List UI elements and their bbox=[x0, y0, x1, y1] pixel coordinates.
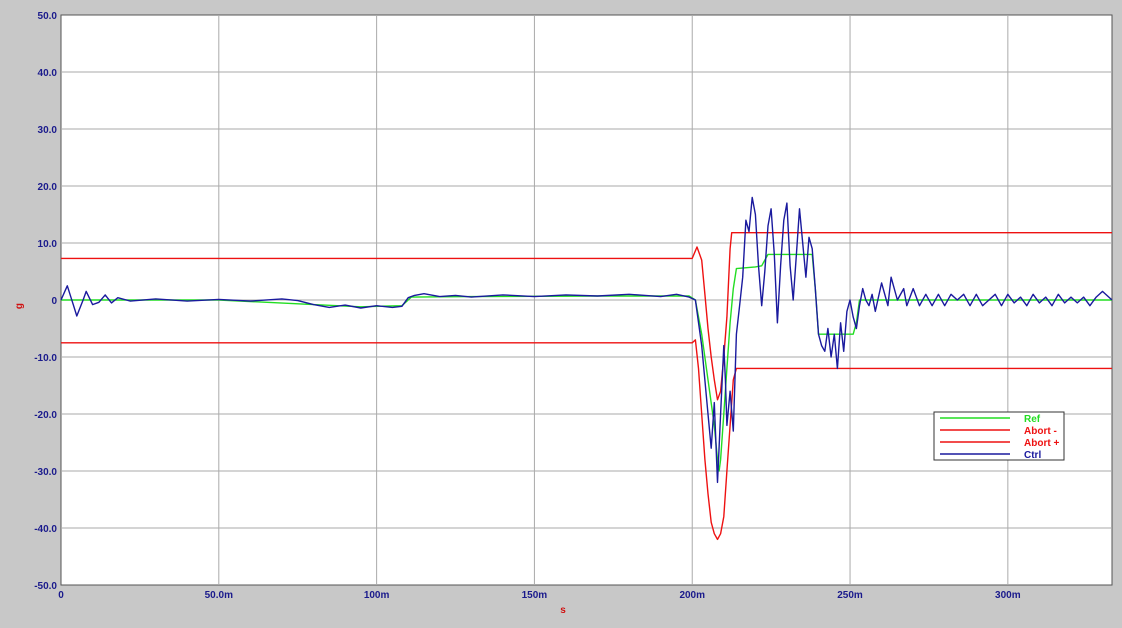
series-line-ctrl bbox=[60, 196, 1113, 484]
y-tick-label: 20.0 bbox=[38, 182, 58, 193]
y-axis-title: g bbox=[14, 303, 25, 309]
y-tick-label: -50.0 bbox=[34, 581, 57, 592]
y-tick-label: 40.0 bbox=[38, 68, 58, 79]
legend-label: Abort + bbox=[1024, 438, 1059, 449]
legend-label: Ctrl bbox=[1024, 450, 1041, 461]
y-tick-label: 10.0 bbox=[38, 239, 58, 250]
series-lines bbox=[60, 196, 1113, 541]
series-line-abort bbox=[61, 231, 1112, 401]
x-tick-label: 50.0m bbox=[205, 590, 233, 601]
y-tick-label: 50.0 bbox=[38, 11, 58, 22]
axis-ticks: 0 50.0m 100m 150m 200m 250m 300m 50.0 40.0 30.0 20… bbox=[34, 11, 1021, 601]
x-tick-label: 250m bbox=[837, 590, 863, 601]
x-tick-label: 300m bbox=[995, 590, 1021, 601]
y-tick-label: -30.0 bbox=[34, 467, 57, 478]
legend-label: Ref bbox=[1024, 414, 1041, 425]
x-tick-label: 150m bbox=[522, 590, 548, 601]
legend-box bbox=[933, 411, 1065, 461]
y-tick-label: 30.0 bbox=[38, 125, 58, 136]
x-axis-title: s bbox=[560, 605, 566, 616]
y-tick-label: -20.0 bbox=[34, 410, 57, 421]
grid-lines bbox=[61, 15, 1112, 585]
x-tick-label: 0 bbox=[58, 590, 64, 601]
y-tick-label: -40.0 bbox=[34, 524, 57, 535]
y-tick-label: -10.0 bbox=[34, 353, 57, 364]
legend-label: Abort - bbox=[1024, 426, 1057, 437]
x-tick-label: 200m bbox=[679, 590, 705, 601]
y-tick-label: 0 bbox=[51, 296, 57, 307]
x-tick-label: 100m bbox=[364, 590, 390, 601]
